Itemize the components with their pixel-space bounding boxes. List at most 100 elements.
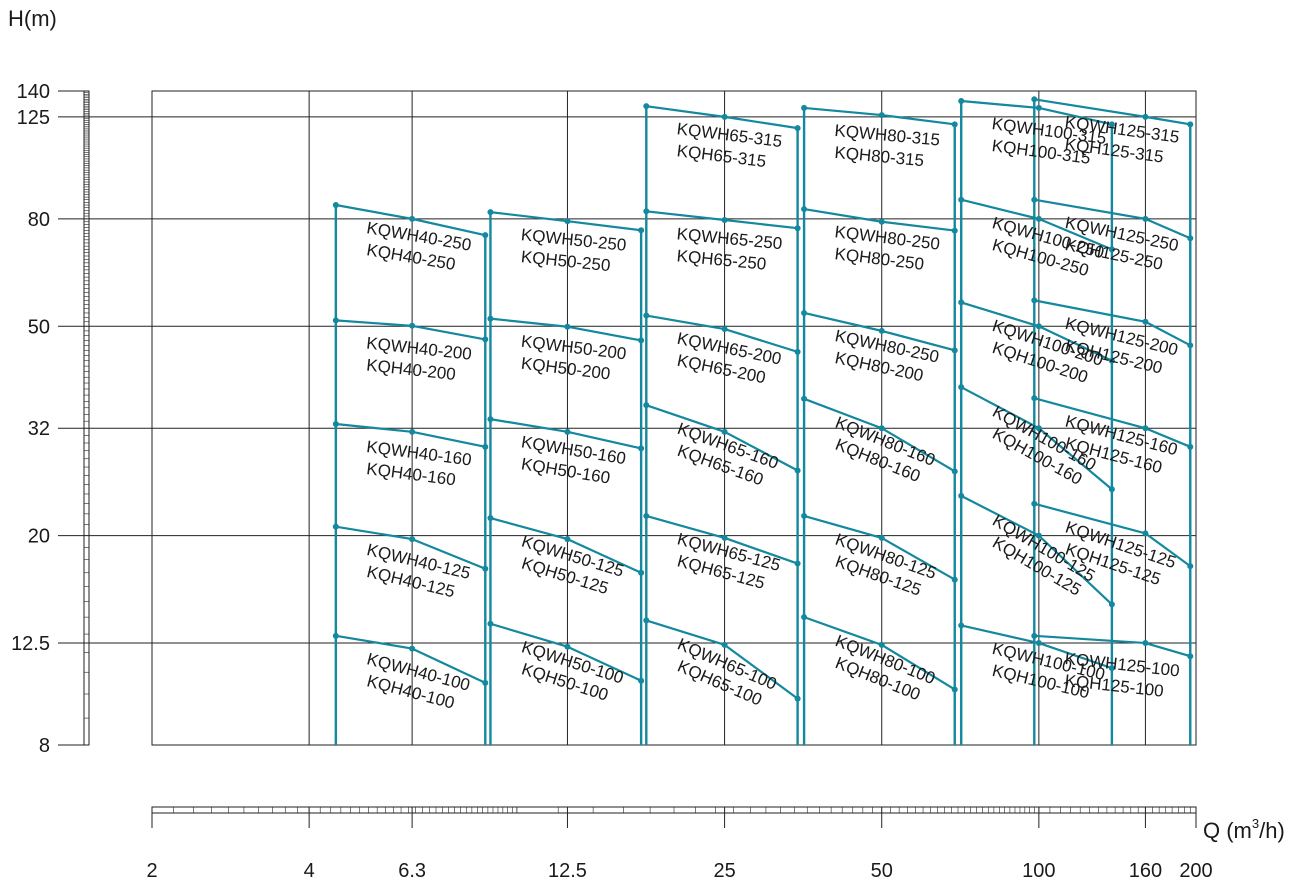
curve-point (794, 225, 801, 232)
curve-point (564, 323, 571, 330)
curve-point (721, 641, 728, 648)
curve-point (721, 113, 728, 120)
curve-point (1142, 640, 1149, 647)
x-axis-title: Q (m3/h) (1203, 816, 1285, 843)
curve-point (878, 112, 885, 119)
curve-point (409, 215, 416, 222)
x-tick-label: 25 (713, 860, 735, 882)
y-axis: 8 12.5 20 32 50 80 125 140 (11, 81, 90, 757)
curve-point (958, 384, 965, 391)
curve-point (801, 104, 808, 111)
curve-point (1187, 342, 1194, 349)
curve-point (1108, 357, 1115, 364)
curve-point (801, 614, 808, 621)
curve-point (958, 622, 965, 629)
y-tick-label: 8 (39, 735, 50, 757)
curve-point (1142, 113, 1149, 120)
x-tick-label: 12.5 (548, 860, 587, 882)
curve-point (409, 645, 416, 652)
curve-point (638, 337, 645, 344)
x-tick-label: 50 (871, 860, 893, 882)
x-tick-label: 100 (1022, 860, 1055, 882)
curve-point (564, 536, 571, 543)
x-axis-title-end: /h) (1259, 818, 1285, 843)
performance-curves (332, 96, 1194, 745)
curve-point (1108, 601, 1115, 608)
curve-point (1142, 318, 1149, 325)
curve-point (951, 347, 958, 354)
curve-point (638, 569, 645, 576)
curve-point (1035, 215, 1042, 222)
curve-point (564, 428, 571, 435)
curve-point (951, 227, 958, 234)
curve-point (1035, 532, 1042, 539)
curve-point (487, 416, 494, 423)
curve-point (801, 395, 808, 402)
curve-labels: KQWH40-100KQH40-100KQWH40-125KQH40-125KQ… (365, 112, 1181, 712)
curve-point (1035, 323, 1042, 330)
curve-point (1187, 235, 1194, 242)
curve-point (332, 420, 339, 427)
x-tick-label: 160 (1129, 860, 1162, 882)
y-tick-label: 50 (28, 316, 50, 338)
curve-point (878, 218, 885, 225)
curve-point (721, 428, 728, 435)
curve-point (878, 425, 885, 432)
curve-point (638, 227, 645, 234)
curve-point (951, 576, 958, 583)
curve-point (1108, 121, 1115, 128)
curve-point (794, 695, 801, 702)
curve-point (332, 202, 339, 209)
curve-point (643, 208, 650, 215)
curve-point (1142, 530, 1149, 537)
curve-point (1035, 640, 1042, 647)
curve-point (332, 523, 339, 530)
x-axis-title-sup: 3 (1252, 816, 1259, 831)
curve-point (958, 492, 965, 499)
curve-point (951, 121, 958, 128)
curve-point (878, 534, 885, 541)
curve-point (1031, 395, 1038, 402)
curve-point (643, 512, 650, 519)
curve-point (878, 327, 885, 334)
curve-point (643, 617, 650, 624)
grid (58, 90, 1197, 746)
curve-point (951, 686, 958, 693)
plot-frame (151, 90, 1197, 746)
curve-point (1031, 196, 1038, 203)
curve-point (643, 312, 650, 319)
curve-point (564, 218, 571, 225)
curve-point (482, 679, 489, 686)
curve-point (1108, 486, 1115, 493)
curve-point (1187, 443, 1194, 450)
curve-point (332, 317, 339, 324)
curve-point (958, 299, 965, 306)
curve-point (794, 560, 801, 567)
curve-point (482, 443, 489, 450)
curve-point (958, 196, 965, 203)
curve-point (1035, 104, 1042, 111)
curve-point (1108, 665, 1115, 672)
curve-point (409, 428, 416, 435)
curve-point (1031, 500, 1038, 507)
curve-point (409, 322, 416, 329)
curve-point (1108, 246, 1115, 253)
y-tick-label: 32 (28, 418, 50, 440)
curve-point (638, 677, 645, 684)
curve-point (801, 309, 808, 316)
curve-point (1031, 297, 1038, 304)
curve-point (487, 515, 494, 522)
curve-point (958, 98, 965, 105)
curve-point (801, 512, 808, 519)
y-tick-label: 80 (28, 209, 50, 231)
curve-point (1187, 563, 1194, 570)
curve-point (1142, 215, 1149, 222)
curve-point (801, 206, 808, 213)
curve-point (1187, 653, 1194, 660)
curve-point (482, 565, 489, 572)
curve-point (409, 536, 416, 543)
curve-point (721, 326, 728, 333)
curve-point (1035, 425, 1042, 432)
y-tick-label: 140 (17, 81, 50, 103)
